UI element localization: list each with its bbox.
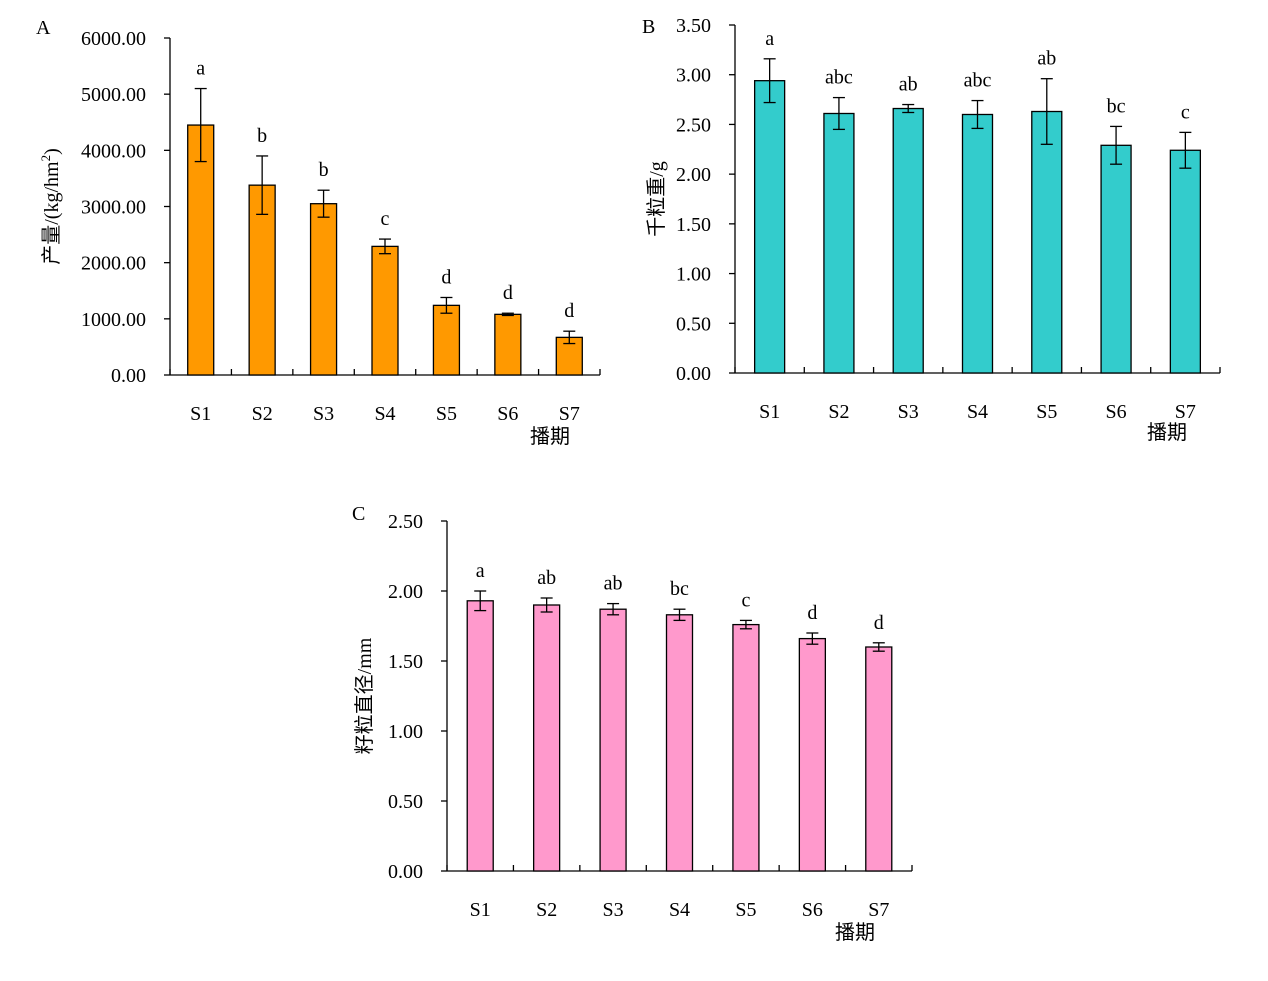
y-tick-label: 4000.00: [81, 140, 146, 162]
bar-s1: [753, 80, 786, 374]
y-tick-label: 1.00: [676, 264, 711, 286]
x-tick-label: S7: [1175, 401, 1196, 423]
x-tick-label: S7: [559, 403, 580, 425]
significance-label: d: [564, 300, 574, 322]
panel-c-chart: C 0.00 0.50 1.00 1.50 2.00 2.50 a S1 ab S2 ab S3 bc S4…: [352, 503, 913, 944]
significance-label: abc: [825, 67, 853, 89]
significance-label: d: [807, 602, 817, 624]
bar-s3: [892, 107, 924, 374]
y-tick-label: 2.00: [388, 581, 423, 603]
significance-label: a: [765, 28, 774, 50]
panel-label: C: [352, 503, 365, 525]
bar-s3: [599, 608, 627, 872]
x-tick-label: S5: [1036, 401, 1057, 423]
x-tick-label: S6: [497, 403, 518, 425]
y-tick-label: 2000.00: [81, 253, 146, 275]
y-tick-label: 1.50: [388, 651, 423, 673]
significance-label: d: [874, 612, 884, 634]
x-tick-label: S6: [802, 899, 823, 921]
bar-s4: [371, 245, 399, 376]
significance-label: b: [257, 125, 267, 147]
panel-a-chart: A 0.00 1000.00 2000.00 3000.00 4000.00 5000.00…: [36, 17, 601, 448]
significance-label: a: [476, 560, 485, 582]
panel-b-chart: B0.000.501.001.502.002.503.003.50aS1abcS…: [642, 15, 1221, 444]
y-tick-label: 3000.00: [81, 197, 146, 219]
x-tick-label: S4: [967, 401, 988, 423]
x-tick-label: S4: [669, 899, 690, 921]
significance-label: bc: [1107, 95, 1126, 117]
x-axis-title: 播期: [835, 921, 875, 944]
significance-label: ab: [537, 567, 556, 589]
panel-label: A: [36, 17, 51, 39]
bar-s7: [865, 646, 893, 872]
x-tick-label: S1: [759, 401, 780, 423]
significance-label: bc: [670, 578, 689, 600]
significance-label: ab: [1037, 48, 1056, 70]
y-tick-label: 0.00: [111, 365, 146, 387]
bar-s5: [732, 623, 760, 872]
bar-s5: [1031, 110, 1063, 374]
significance-label: c: [381, 208, 390, 230]
y-tick-label: 3.50: [676, 15, 711, 37]
x-tick-label: S6: [1106, 401, 1127, 423]
x-tick-label: S5: [436, 403, 457, 425]
significance-label: b: [319, 159, 329, 181]
bar-s6: [1100, 144, 1132, 374]
bar-s4: [961, 113, 994, 374]
bar-s1: [187, 124, 215, 376]
x-tick-label: S7: [868, 899, 889, 921]
bar-s5: [432, 304, 461, 376]
y-tick-label: 1.50: [676, 214, 711, 236]
panel-label: B: [642, 16, 655, 38]
x-axis-title: 播期: [530, 425, 570, 448]
y-tick-label: 2.00: [676, 164, 711, 186]
y-tick-label: 3.00: [676, 65, 711, 87]
x-axis-title: 播期: [1147, 421, 1187, 444]
y-tick-label: 0.50: [676, 313, 711, 335]
x-tick-label: S4: [374, 403, 395, 425]
significance-label: d: [441, 266, 451, 288]
significance-label: d: [503, 282, 513, 304]
y-tick-label: 0.50: [388, 791, 423, 813]
x-tick-label: S5: [735, 899, 756, 921]
bar-s6: [494, 313, 522, 376]
significance-label: abc: [964, 70, 992, 92]
y-tick-label: 2.50: [676, 114, 711, 136]
x-tick-label: S1: [190, 403, 211, 425]
y-axis-title: 籽粒直径/mm: [353, 637, 376, 754]
y-tick-label: 6000.00: [81, 28, 146, 50]
x-tick-label: S3: [603, 899, 624, 921]
significance-label: c: [1181, 101, 1190, 123]
x-tick-label: S1: [470, 899, 491, 921]
significance-label: ab: [899, 74, 918, 96]
significance-label: a: [196, 58, 205, 80]
x-tick-label: S3: [898, 401, 919, 423]
y-tick-label: 2.50: [388, 511, 423, 533]
y-tick-label: 0.00: [388, 861, 423, 883]
bar-s3: [309, 203, 338, 376]
x-tick-label: S2: [252, 403, 273, 425]
significance-label: c: [741, 589, 750, 611]
y-tick-label: 5000.00: [81, 84, 146, 106]
y-axis-title: 千粒重/g: [645, 161, 668, 237]
bar-s2: [248, 184, 276, 376]
significance-label: ab: [604, 573, 623, 595]
y-tick-label: 1.00: [388, 721, 423, 743]
bar-s4: [665, 614, 694, 872]
x-tick-label: S2: [536, 899, 557, 921]
bar-s1: [466, 600, 494, 872]
bar-s6: [798, 637, 827, 872]
y-tick-label: 1000.00: [81, 309, 146, 331]
x-tick-label: S2: [828, 401, 849, 423]
x-tick-label: S3: [313, 403, 334, 425]
y-axis-title: 产量/(kg/hm2): [38, 148, 63, 265]
bar-s7: [1169, 149, 1202, 374]
bar-s2: [823, 112, 855, 374]
y-tick-label: 0.00: [676, 363, 711, 385]
bar-s2: [532, 604, 561, 872]
